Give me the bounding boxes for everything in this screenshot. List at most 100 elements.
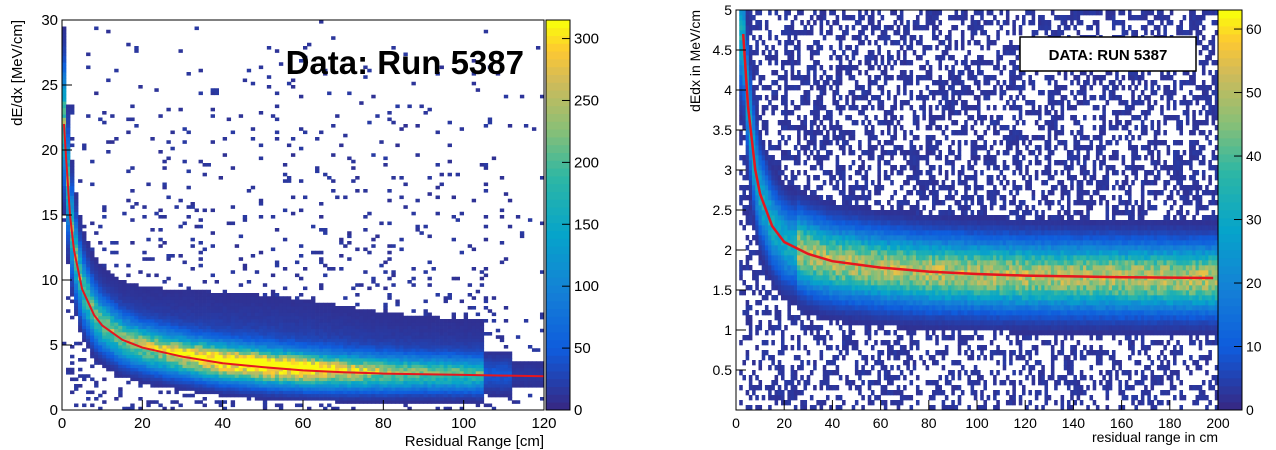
right-heatmap-cell — [771, 250, 775, 256]
left-heatmap-cell — [190, 384, 195, 388]
right-heatmap-cell — [780, 340, 785, 346]
left-heatmap-cell — [142, 354, 147, 359]
left-heatmap-cell — [222, 153, 228, 157]
left-heatmap-cell — [138, 406, 143, 411]
left-heatmap-cell — [266, 348, 272, 352]
left-heatmap-cell — [106, 293, 111, 297]
left-heatmap-cell — [443, 354, 448, 359]
left-heatmap-cell — [379, 140, 384, 144]
left-heatmap-cell — [343, 309, 348, 313]
left-heatmap-cell — [270, 247, 276, 252]
left-heatmap-cell — [315, 374, 320, 378]
left-heatmap-cell — [114, 397, 119, 401]
right-heatmap-cell — [777, 280, 782, 286]
left-heatmap-cell — [407, 364, 412, 369]
left-heatmap-cell — [507, 387, 513, 391]
left-heatmap-cell — [134, 374, 139, 378]
left-heatmap-cell — [126, 348, 131, 352]
left-heatmap-cell — [315, 367, 320, 372]
left-heatmap-cell — [94, 325, 99, 330]
left-heatmap-cell — [282, 371, 288, 375]
left-heatmap-cell — [230, 393, 236, 398]
left-heatmap-cell — [331, 406, 336, 411]
left-heatmap-cell — [286, 371, 292, 375]
left-heatmap-cell — [315, 169, 320, 174]
left-heatmap-cell — [242, 328, 248, 333]
left-heatmap-cell — [359, 335, 364, 339]
left-heatmap-cell — [387, 322, 392, 326]
left-heatmap-cell — [359, 315, 364, 320]
right-heatmap-cell — [745, 55, 750, 61]
left-heatmap-cell — [467, 371, 473, 375]
left-heatmap-cell — [178, 224, 183, 229]
right-heatmap-cell — [771, 245, 775, 251]
right-heatmap-cell — [761, 395, 766, 401]
left-heatmap-cell — [198, 68, 203, 73]
right-heatmap-cell — [745, 115, 750, 121]
left-heatmap-cell — [455, 367, 460, 372]
left-heatmap-cell — [507, 351, 513, 356]
right-heatmap-cell — [777, 275, 782, 281]
left-heatmap-cell — [146, 332, 151, 336]
left-heatmap-cell — [319, 306, 324, 310]
right-heatmap-cell — [761, 140, 766, 146]
left-heatmap-cell — [250, 338, 256, 343]
left-heatmap-cell — [475, 312, 481, 317]
left-heatmap-cell — [407, 361, 412, 365]
left-heatmap-cell — [86, 309, 91, 313]
left-heatmap-cell — [431, 319, 436, 323]
left-heatmap-cell — [206, 289, 211, 294]
left-heatmap-cell — [367, 393, 372, 398]
left-heatmap-cell — [319, 309, 324, 313]
left-heatmap-cell — [335, 341, 340, 346]
left-heatmap-cell — [178, 312, 183, 317]
left-heatmap-cell — [238, 257, 244, 261]
right-heatmap-cell — [761, 230, 766, 236]
right-heatmap-cell — [768, 10, 772, 16]
left-heatmap-cell — [78, 312, 83, 317]
left-heatmap-cell — [363, 384, 368, 388]
right-heatmap-cell — [777, 395, 782, 401]
left-heatmap-cell — [70, 182, 75, 187]
left-heatmap-cell — [423, 111, 428, 115]
left-heatmap-cell — [431, 387, 436, 391]
left-heatmap-cell — [66, 140, 71, 144]
left-heatmap-cell — [110, 241, 115, 245]
left-heatmap-cell — [214, 338, 219, 343]
right-heatmap-cell — [771, 90, 775, 96]
left-heatmap-cell — [222, 306, 228, 310]
left-heatmap-cell — [154, 358, 159, 362]
left-heatmap-cell — [98, 286, 103, 291]
left-heatmap-cell — [335, 309, 340, 313]
left-heatmap-cell — [311, 296, 316, 300]
left-heatmap-cell — [62, 143, 67, 148]
left-heatmap-cell — [170, 380, 175, 385]
right-heatmap-cell — [739, 110, 743, 116]
left-heatmap-cell — [307, 387, 312, 391]
right-heatmap-cell — [771, 175, 775, 181]
left-heatmap-cell — [359, 400, 364, 404]
left-heatmap-cell — [218, 348, 224, 352]
right-heatmap-cell — [777, 285, 782, 291]
left-heatmap-cell — [66, 208, 71, 213]
left-heatmap-cell — [294, 306, 300, 310]
left-heatmap-cell — [122, 293, 127, 297]
left-heatmap-cell — [254, 380, 260, 385]
left-heatmap-cell — [371, 312, 376, 317]
left-heatmap-cell — [154, 380, 159, 385]
left-heatmap-cell — [479, 387, 485, 391]
left-heatmap-cell — [90, 354, 95, 359]
left-heatmap-cell — [451, 358, 456, 362]
left-heatmap-cell — [226, 332, 232, 336]
left-heatmap-cell — [427, 354, 432, 359]
left-heatmap-cell — [303, 361, 308, 365]
left-heatmap-cell — [290, 332, 296, 336]
left-heatmap-cell — [290, 306, 296, 310]
left-heatmap-cell — [62, 91, 67, 96]
left-heatmap-cell — [106, 325, 111, 330]
right-heatmap-cell — [787, 85, 791, 91]
left-heatmap-cell — [331, 312, 336, 317]
right-heatmap-cell — [755, 110, 759, 116]
right-heatmap-cell — [787, 235, 791, 241]
left-heatmap-cell — [70, 377, 75, 382]
